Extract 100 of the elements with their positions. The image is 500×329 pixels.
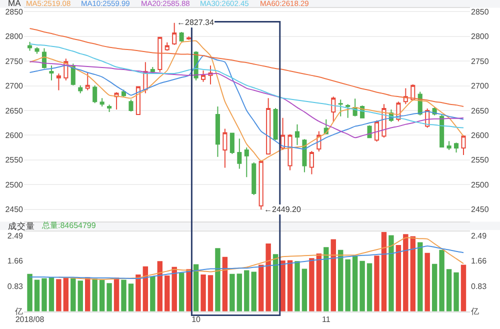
x-tick-label: 2018/08 — [15, 314, 45, 324]
bar — [193, 264, 199, 312]
bar — [258, 264, 264, 312]
y2-tick-label: 2600 — [471, 130, 490, 140]
bar — [418, 242, 423, 312]
bar — [287, 260, 293, 312]
bar — [114, 278, 120, 312]
bar — [128, 284, 134, 312]
y-tick-label: 2850 — [5, 8, 24, 17]
x-tick-label: 10 — [192, 314, 202, 324]
y2-tick-label: 2550 — [471, 156, 490, 165]
bar — [410, 236, 416, 312]
bar — [345, 259, 350, 312]
bar — [48, 277, 54, 312]
candlestick — [179, 31, 184, 42]
line-series — [29, 61, 464, 138]
candlestick — [461, 134, 466, 156]
bar — [360, 260, 365, 312]
bar — [302, 268, 308, 312]
y-tick-label: 2750 — [5, 56, 24, 66]
y-tick-label: 2700 — [5, 82, 24, 91]
candlestick — [164, 42, 170, 52]
bar — [403, 234, 408, 312]
bar — [294, 261, 300, 312]
candlestick — [346, 104, 350, 118]
candlestick — [302, 138, 307, 173]
y2-tick-label: 1.66 — [471, 256, 488, 266]
candlestick — [186, 36, 192, 40]
y2-tick-label: 2700 — [471, 82, 490, 91]
y-tick-label: 亿 — [14, 307, 23, 316]
candlestick — [338, 99, 343, 117]
bar — [236, 274, 242, 312]
bar — [150, 276, 156, 312]
candlestick — [34, 46, 40, 54]
candlestick — [92, 84, 98, 104]
y2-tick-label: 2450 — [471, 205, 490, 214]
line-series — [29, 55, 464, 150]
bar — [460, 264, 466, 312]
bar — [99, 280, 105, 312]
y2-tick-label: 2850 — [471, 8, 490, 17]
y-tick-label: 2450 — [5, 205, 24, 214]
bar — [309, 258, 314, 312]
bar — [366, 263, 372, 312]
candlestick — [230, 132, 234, 154]
bar — [42, 278, 47, 312]
candlestick — [56, 72, 61, 91]
candlestick — [266, 98, 271, 155]
line-series — [29, 245, 464, 280]
y-tick-label: 1.66 — [7, 256, 24, 266]
candlestick — [201, 70, 206, 82]
bar — [222, 256, 228, 312]
bar — [266, 244, 271, 312]
bar — [142, 266, 148, 312]
candlestick — [446, 140, 452, 151]
bar — [34, 280, 40, 312]
bar — [172, 266, 177, 312]
bar — [374, 256, 380, 312]
bar — [316, 254, 322, 312]
candlestick — [273, 108, 278, 141]
bar — [136, 274, 141, 312]
y-tick-label: 2500 — [5, 180, 24, 190]
y-tick-label: 2600 — [5, 130, 24, 140]
bar — [85, 277, 90, 312]
candlestick — [128, 99, 134, 112]
y2-tick-label: 0.83 — [471, 282, 488, 291]
chart-subtitle: 总量:84654799 — [41, 221, 96, 230]
bar — [78, 280, 83, 312]
candlestick — [244, 147, 249, 178]
bar — [338, 250, 344, 312]
bar — [63, 277, 69, 312]
x-tick-label: 11 — [322, 314, 331, 324]
bar — [215, 248, 220, 312]
candlestick — [78, 84, 83, 94]
y2-tick-label: 2.49 — [471, 231, 488, 240]
y-tick-label: 2800 — [5, 32, 24, 42]
candlestick — [331, 96, 336, 122]
annotation: ←2449.20 — [264, 205, 302, 214]
bar — [272, 254, 278, 312]
y2-tick-label: 2800 — [471, 32, 490, 42]
chart-title: 成交量 — [8, 221, 35, 231]
candlestick — [85, 72, 90, 91]
bar — [396, 245, 402, 312]
y-tick-label: 2550 — [5, 156, 24, 165]
line-series — [29, 40, 464, 162]
candlestick — [440, 114, 444, 148]
chart-title: MA — [8, 0, 22, 8]
bar — [352, 256, 358, 312]
bar — [27, 274, 32, 312]
bar — [432, 264, 438, 312]
candlestick — [158, 36, 162, 72]
candlestick — [100, 98, 104, 108]
bar — [164, 275, 170, 312]
y-tick-label: 0.83 — [7, 282, 24, 291]
bar — [92, 278, 98, 312]
bar — [324, 247, 329, 312]
candlestick — [237, 138, 242, 170]
bar — [446, 269, 452, 312]
candlestick — [28, 41, 32, 52]
bar — [121, 280, 126, 312]
candlestick — [374, 120, 380, 142]
